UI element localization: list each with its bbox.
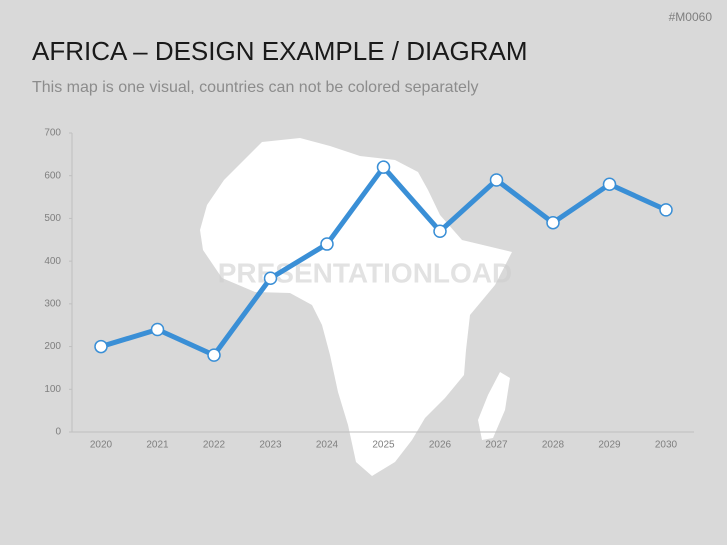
x-tick-label: 2020 [90,440,113,451]
x-tick-label: 2023 [259,440,282,451]
data-point [376,160,391,174]
x-tick-label: 2021 [146,440,169,451]
data-point [94,339,108,354]
data-point [150,322,165,337]
data-point [207,348,221,362]
y-tick-label: 200 [44,341,61,352]
data-point [489,173,504,187]
watermark: PRESENTATIONLOAD [218,257,513,288]
y-tick-label: 500 [44,213,61,224]
y-tick-label: 100 [44,384,61,395]
slide-subtitle: This map is one visual, countries can no… [32,79,478,96]
x-tick-label: 2026 [429,440,452,451]
y-tick-label: 700 [44,128,61,139]
slide-code: #M0060 [669,10,713,24]
data-point [659,203,673,217]
x-tick-label: 2022 [203,440,226,451]
data-point [546,215,560,230]
x-tick-label: 2025 [372,440,395,451]
x-tick-label: 2027 [485,440,508,451]
data-point [320,237,334,251]
data-point [602,177,617,192]
x-tick-label: 2024 [316,440,339,451]
madagascar [478,372,510,440]
y-tick-label: 300 [44,298,61,309]
x-tick-label: 2028 [542,440,565,451]
y-tick-label: 600 [44,170,61,181]
data-point [263,271,278,285]
x-tick-label: 2030 [655,440,678,451]
x-tick-label: 2029 [598,440,621,451]
slide-title: AFRICA – DESIGN EXAMPLE / DIAGRAM [32,36,528,66]
y-tick-label: 400 [44,256,61,267]
y-tick-label: 0 [55,427,61,438]
data-point [433,224,447,238]
